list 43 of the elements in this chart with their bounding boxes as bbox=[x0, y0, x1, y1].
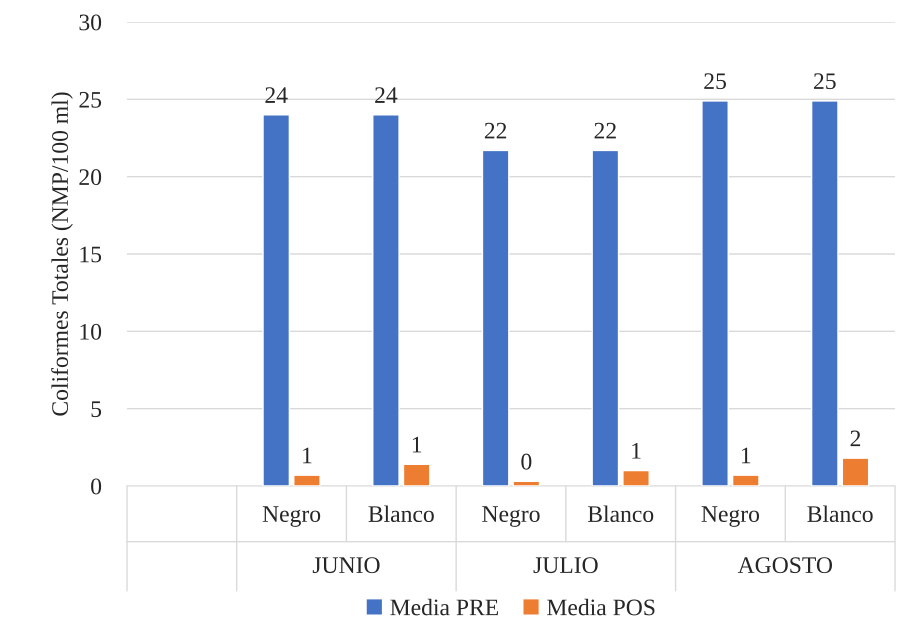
bar bbox=[810, 100, 839, 486]
bar bbox=[842, 457, 870, 486]
y-axis-title: Coliformes Totales (NMP/100 ml) bbox=[51, 92, 73, 416]
data-label: 1 bbox=[412, 436, 422, 452]
bar bbox=[622, 470, 650, 486]
data-label: 25 bbox=[704, 73, 726, 90]
data-label: 1 bbox=[303, 448, 312, 464]
y-tick-label: 0 bbox=[91, 478, 102, 494]
bar bbox=[262, 114, 290, 486]
text: AGOSTO bbox=[738, 557, 832, 574]
text: JULIO bbox=[534, 557, 598, 574]
x-tick-label: Negro bbox=[702, 506, 760, 527]
x-tick-label: Negro bbox=[262, 506, 320, 527]
bar bbox=[512, 480, 540, 486]
data-label: 1 bbox=[632, 442, 641, 459]
data-label: 24 bbox=[375, 87, 398, 103]
bar bbox=[293, 474, 321, 486]
data-label: 25 bbox=[814, 73, 836, 90]
x-tick-label: Blanco bbox=[588, 505, 654, 522]
bar bbox=[402, 464, 431, 486]
bar bbox=[591, 150, 620, 486]
y-tick-label: 30 bbox=[80, 14, 102, 30]
x-tick-label: Blanco bbox=[368, 505, 434, 522]
x-tick-label: Negro bbox=[482, 506, 540, 527]
y-tick-label: 5 bbox=[92, 401, 102, 418]
legend-label: Media PRE bbox=[390, 598, 498, 616]
bar bbox=[372, 114, 400, 486]
y-tick-label: 25 bbox=[79, 92, 102, 108]
data-label: 0 bbox=[521, 454, 532, 470]
bar bbox=[732, 474, 760, 486]
x-tick-label: Blanco bbox=[807, 505, 873, 522]
bar bbox=[701, 100, 729, 486]
y-tick-label: 10 bbox=[80, 324, 102, 340]
bar bbox=[482, 150, 510, 486]
data-label: 22 bbox=[484, 122, 506, 138]
data-label: 22 bbox=[594, 122, 616, 138]
data-label: 24 bbox=[265, 87, 288, 103]
data-label: 2 bbox=[850, 430, 860, 446]
y-tick-label: 20 bbox=[79, 169, 102, 186]
data-label: 1 bbox=[742, 448, 750, 464]
y-tick-label: 15 bbox=[80, 246, 102, 262]
legend-label: Media POS bbox=[547, 598, 654, 616]
text: JUNIO bbox=[312, 557, 380, 574]
